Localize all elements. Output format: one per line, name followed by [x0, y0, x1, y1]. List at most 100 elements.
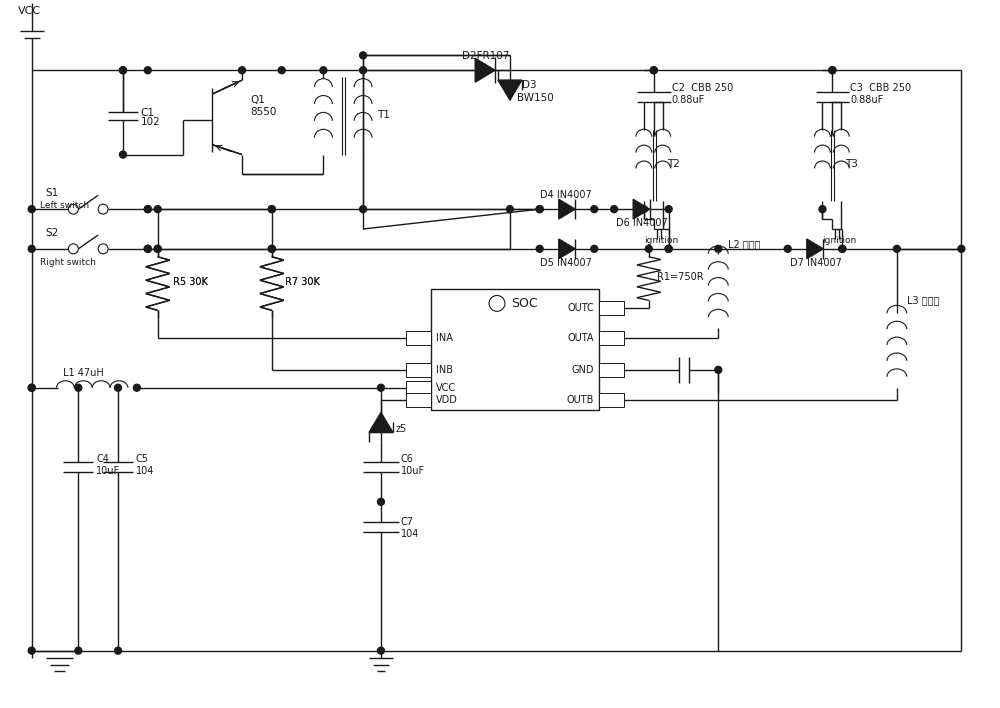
Circle shape	[536, 205, 543, 212]
Text: C1: C1	[141, 108, 155, 118]
Circle shape	[154, 246, 161, 252]
Text: 104: 104	[401, 529, 419, 539]
Circle shape	[144, 67, 151, 74]
Text: D2FR107: D2FR107	[462, 52, 510, 62]
Polygon shape	[475, 58, 495, 82]
Polygon shape	[807, 239, 823, 258]
Text: R1=750R: R1=750R	[657, 272, 703, 282]
Circle shape	[268, 246, 275, 252]
Text: 2: 2	[409, 365, 414, 375]
Circle shape	[640, 205, 647, 212]
Bar	[406, 393, 431, 406]
Circle shape	[360, 67, 367, 74]
Circle shape	[829, 67, 836, 74]
Text: INB: INB	[436, 365, 453, 375]
Text: z5: z5	[396, 424, 407, 435]
Circle shape	[278, 67, 285, 74]
Text: T1: T1	[377, 110, 390, 120]
Text: L3 热电偶: L3 热电偶	[907, 295, 939, 305]
Text: VCC: VCC	[18, 6, 41, 16]
Circle shape	[268, 205, 275, 212]
Bar	[599, 331, 624, 345]
Circle shape	[377, 498, 384, 506]
Circle shape	[239, 67, 246, 74]
Text: GND: GND	[572, 365, 594, 375]
Circle shape	[268, 205, 275, 212]
Circle shape	[819, 205, 826, 212]
Text: 102: 102	[141, 117, 161, 127]
Text: L1 47uH: L1 47uH	[63, 368, 104, 378]
Text: R7 30K: R7 30K	[285, 277, 320, 287]
Text: 8: 8	[615, 304, 621, 313]
Text: OUTC: OUTC	[568, 303, 594, 314]
Circle shape	[715, 246, 722, 252]
Circle shape	[377, 647, 384, 654]
Circle shape	[536, 205, 543, 212]
Text: VDD: VDD	[436, 394, 457, 405]
Text: 7: 7	[615, 333, 621, 343]
Text: D3: D3	[522, 80, 536, 90]
Text: C2  CBB 250: C2 CBB 250	[672, 83, 733, 93]
Circle shape	[839, 246, 846, 252]
Circle shape	[144, 246, 151, 252]
Circle shape	[591, 246, 598, 252]
Circle shape	[665, 246, 672, 252]
Circle shape	[268, 246, 275, 252]
Circle shape	[650, 67, 657, 74]
Polygon shape	[633, 200, 650, 219]
Text: OUTB: OUTB	[567, 394, 594, 405]
Circle shape	[665, 246, 672, 252]
Circle shape	[120, 151, 126, 158]
Circle shape	[958, 246, 965, 252]
Circle shape	[154, 205, 161, 212]
Circle shape	[75, 647, 82, 654]
Circle shape	[360, 52, 367, 59]
Text: 8550: 8550	[250, 107, 276, 117]
Text: D7 IN4007: D7 IN4007	[790, 258, 842, 268]
Bar	[406, 363, 431, 377]
Text: INA: INA	[436, 333, 452, 343]
Text: ignition: ignition	[822, 236, 857, 246]
Circle shape	[536, 246, 543, 252]
Text: 0.88uF: 0.88uF	[850, 95, 883, 105]
Bar	[599, 393, 624, 406]
Text: 5: 5	[615, 395, 621, 404]
Circle shape	[144, 246, 151, 252]
Circle shape	[377, 384, 384, 392]
Polygon shape	[498, 80, 522, 100]
Text: 1: 1	[409, 333, 414, 343]
Bar	[599, 302, 624, 315]
Text: 10uF: 10uF	[401, 466, 425, 476]
Circle shape	[320, 67, 327, 74]
Circle shape	[360, 205, 367, 212]
Text: R5 30K: R5 30K	[173, 277, 207, 287]
Circle shape	[120, 67, 126, 74]
Circle shape	[144, 205, 151, 212]
Text: Right switch: Right switch	[40, 258, 96, 267]
Text: Left switch: Left switch	[40, 200, 89, 210]
Polygon shape	[559, 239, 575, 258]
Text: D6 IN4007: D6 IN4007	[616, 218, 668, 228]
Text: C6: C6	[401, 454, 414, 464]
Text: C3  CBB 250: C3 CBB 250	[850, 83, 911, 93]
Text: BW150: BW150	[517, 93, 554, 103]
Circle shape	[893, 246, 900, 252]
Circle shape	[477, 67, 484, 74]
Text: R5 30K: R5 30K	[173, 277, 207, 287]
Text: OUTA: OUTA	[568, 333, 594, 343]
Text: T3: T3	[845, 159, 858, 169]
Text: D4 IN4007: D4 IN4007	[540, 190, 591, 200]
Text: VCC: VCC	[436, 383, 456, 393]
Text: ignition: ignition	[644, 236, 678, 246]
Text: Q1: Q1	[250, 95, 265, 105]
Text: C4: C4	[96, 454, 109, 464]
Circle shape	[477, 67, 484, 74]
Circle shape	[28, 246, 35, 252]
Circle shape	[784, 246, 791, 252]
Circle shape	[120, 67, 126, 74]
Circle shape	[28, 384, 35, 392]
Text: D5 IN4007: D5 IN4007	[540, 258, 592, 268]
Circle shape	[75, 384, 82, 392]
Text: C5: C5	[136, 454, 149, 464]
Text: 10uF: 10uF	[96, 466, 120, 476]
